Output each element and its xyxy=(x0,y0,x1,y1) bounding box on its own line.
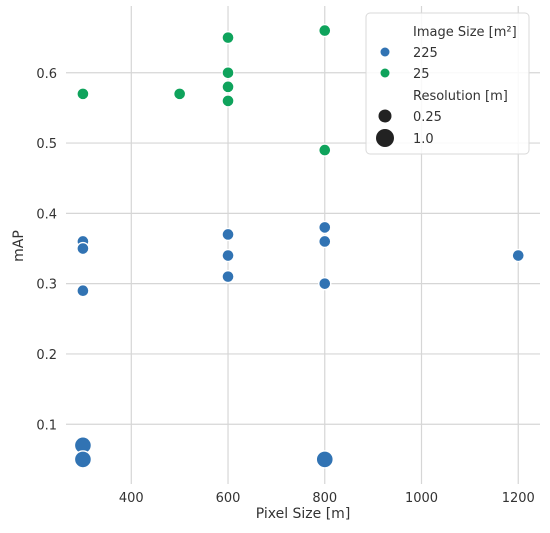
legend-label-225: 225 xyxy=(413,46,438,61)
x-tick-label: 400 xyxy=(119,491,144,506)
data-point xyxy=(172,87,187,101)
data-points xyxy=(73,23,525,469)
legend-hue-title: Image Size [m²] xyxy=(413,25,517,40)
x-tick-label: 600 xyxy=(216,491,241,506)
legend-marker-res-025 xyxy=(378,109,392,123)
legend-marker-225 xyxy=(380,47,390,57)
data-point xyxy=(76,241,90,256)
legend-marker-res-10 xyxy=(376,129,394,147)
data-point xyxy=(221,30,235,45)
data-point xyxy=(221,94,235,108)
legend-size-title: Resolution [m] xyxy=(413,89,508,104)
data-point xyxy=(221,80,235,94)
data-point xyxy=(73,450,93,469)
data-point xyxy=(318,23,332,38)
y-tick-label: 0.1 xyxy=(36,418,57,433)
y-axis-label: mAP xyxy=(11,230,27,262)
data-point xyxy=(318,234,332,249)
data-point xyxy=(221,248,235,263)
x-tick-label: 800 xyxy=(312,491,337,506)
legend-marker-25 xyxy=(380,68,390,78)
x-tick-labels: 400 600 800 1000 1200 xyxy=(119,491,535,506)
data-point xyxy=(511,248,525,263)
data-point xyxy=(318,276,332,291)
y-tick-label: 0.6 xyxy=(36,67,57,82)
y-tick-label: 0.2 xyxy=(36,348,57,363)
x-tick-label: 1200 xyxy=(502,491,535,506)
data-point xyxy=(315,450,334,469)
x-tick-label: 1000 xyxy=(405,491,438,506)
legend-label-res-025: 0.25 xyxy=(413,110,442,125)
data-point xyxy=(221,66,235,80)
data-point xyxy=(76,283,90,298)
y-tick-label: 0.5 xyxy=(36,137,57,152)
data-point xyxy=(221,227,235,242)
legend-label-25: 25 xyxy=(413,67,430,82)
x-axis-label: Pixel Size [m] xyxy=(256,506,351,522)
y-tick-label: 0.3 xyxy=(36,278,57,293)
data-point xyxy=(221,269,235,284)
y-tick-label: 0.4 xyxy=(36,207,57,222)
legend-box xyxy=(365,12,530,155)
data-point xyxy=(76,87,90,101)
data-point xyxy=(318,143,332,157)
data-point xyxy=(318,220,332,235)
legend-label-res-10: 1.0 xyxy=(413,132,434,147)
legend: Image Size [m²] 225 25 Resolution [m] 0.… xyxy=(365,12,530,155)
y-tick-labels: 0.1 0.2 0.3 0.4 0.5 0.6 xyxy=(36,67,57,433)
